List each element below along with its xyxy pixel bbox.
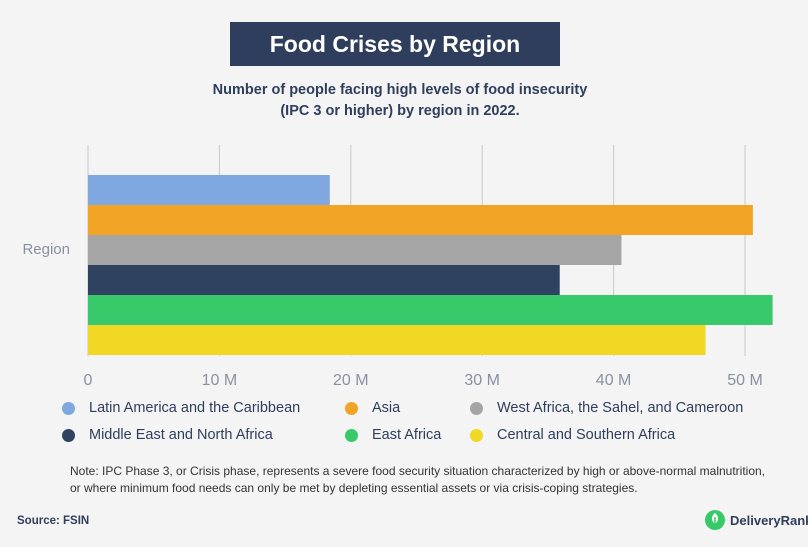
legend-swatch: [62, 428, 75, 442]
legend-item: Asia: [345, 400, 400, 416]
legend-swatch: [470, 401, 483, 415]
bar-central-and-southern-africa: [88, 325, 706, 355]
legend-item: Central and Southern Africa: [470, 427, 675, 443]
source-label: Source: FSIN: [17, 515, 90, 527]
x-tick-label: 10 M: [202, 372, 238, 389]
legend-label: Middle East and North Africa: [89, 427, 273, 443]
legend-swatch: [62, 401, 75, 415]
bar-chart: 0 10 M 20 M 30 M 40 M 50 M Region: [22, 145, 773, 389]
x-tick-label: 0: [84, 372, 93, 389]
bar-asia: [88, 205, 753, 235]
x-tick-label: 30 M: [464, 372, 500, 389]
legend-label: Latin America and the Caribbean: [89, 400, 301, 416]
leaf-fork-icon: [705, 510, 725, 530]
legend-item: West Africa, the Sahel, and Cameroon: [470, 400, 743, 416]
category-label: Region: [22, 241, 70, 258]
bar-west-africa-the-sahel-and-cameroon: [88, 235, 622, 265]
legend-swatch: [345, 428, 358, 442]
legend-item: Middle East and North Africa: [62, 427, 273, 443]
legend-label: West Africa, the Sahel, and Cameroon: [497, 400, 744, 416]
x-tick-label: 40 M: [596, 372, 632, 389]
brand-logo: DeliveryRank: [704, 509, 808, 531]
legend-label: Central and Southern Africa: [497, 427, 676, 443]
chart-subtitle: Number of people facing high levels of f…: [150, 80, 650, 122]
legend-item: East Africa: [345, 427, 441, 443]
legend-item: Latin America and the Caribbean: [62, 400, 300, 416]
brand-name: DeliveryRank: [730, 512, 808, 528]
chart-title: Food Crises by Region: [230, 22, 560, 66]
subtitle-line-2: (IPC 3 or higher) by region in 2022.: [280, 103, 520, 119]
bar-middle-east-and-north-africa: [88, 265, 560, 295]
subtitle-line-1: Number of people facing high levels of f…: [212, 82, 588, 98]
bar-east-africa: [88, 295, 773, 325]
legend-swatch: [345, 401, 358, 415]
legend-swatch: [470, 428, 483, 442]
footnote: Note: IPC Phase 3, or Crisis phase, repr…: [70, 464, 766, 495]
bar-latin-america-and-the-caribbean: [88, 175, 330, 205]
x-tick-label: 20 M: [333, 372, 369, 389]
legend-label: East Africa: [372, 427, 442, 443]
x-tick-label: 50 M: [727, 372, 763, 389]
legend-label: Asia: [372, 400, 401, 416]
